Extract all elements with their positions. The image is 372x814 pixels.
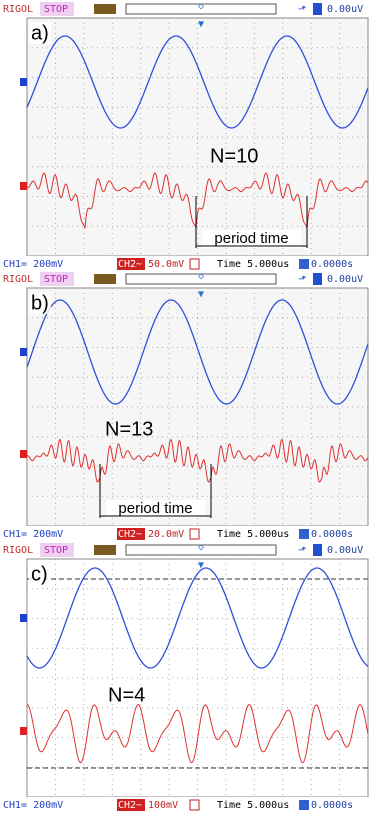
n-label: N=10 (210, 145, 258, 167)
period-label: period time (214, 230, 288, 247)
trigger-marker: ◇ (198, 271, 204, 282)
n-label: N=4 (108, 684, 145, 706)
timebase: Time 5.000us (217, 800, 289, 811)
ch1-scale: CH1= 200mV (3, 259, 63, 270)
trigger-ch (313, 273, 322, 285)
trigger-marker: ◇ (198, 542, 204, 553)
memory-icon (94, 545, 116, 555)
offset-icon (299, 800, 309, 810)
panel-label: a) (31, 22, 49, 44)
trigger-position: ▼ (198, 19, 204, 30)
timebase: Time 5.000us (217, 259, 289, 270)
trigger-level: 0.00uV (327, 4, 363, 15)
offset-icon (299, 529, 309, 539)
ch1-marker (20, 614, 27, 622)
scope-screen: RIGOL STOP ◇ ⬏ 0.00uV ▼ a) N=10 period time CH1= … (0, 0, 372, 271)
ch2-marker (20, 450, 27, 458)
period-label: period time (118, 500, 192, 517)
status: STOP (44, 4, 68, 15)
memory-icon (94, 274, 116, 284)
trigger-ch (313, 3, 322, 15)
brand: RIGOL (3, 274, 33, 285)
ch2-marker (20, 182, 27, 190)
ch2-scale: 100mV (148, 800, 178, 811)
trigger-marker: ◇ (198, 1, 204, 12)
timebase: Time 5.000us (217, 529, 289, 540)
ch1-marker (20, 78, 27, 86)
ch2-name: CH2~ (118, 529, 142, 540)
ch1-scale: CH1= 200mV (3, 800, 63, 811)
status: STOP (44, 274, 68, 285)
panel-label: c) (31, 563, 48, 585)
ch2-scale: 20.0mV (148, 529, 184, 540)
scope-screen: RIGOL STOP ◇ ⬏ 0.00uV ▼ b) N=13 period time CH1= … (0, 270, 372, 541)
memory-icon (94, 4, 116, 14)
trigger-level: 0.00uV (327, 274, 363, 285)
trigger-edge: ⬏ (298, 4, 306, 15)
status: STOP (44, 545, 68, 556)
brand: RIGOL (3, 4, 33, 15)
ch1-scale: CH1= 200mV (3, 529, 63, 540)
panel-label: b) (31, 292, 49, 314)
trigger-edge: ⬏ (298, 545, 306, 556)
trigger-level: 0.00uV (327, 545, 363, 556)
offset: 0.0000s (311, 800, 353, 811)
trigger-position: ▼ (198, 289, 204, 300)
ch2-name: CH2~ (118, 800, 142, 811)
ch2-marker (20, 727, 27, 735)
ch1-marker (20, 348, 27, 356)
ch2-name: CH2~ (118, 259, 142, 270)
trigger-edge: ⬏ (298, 274, 306, 285)
figure: RIGOL STOP ◇ ⬏ 0.00uV ▼ a) N=10 period time CH1= … (0, 0, 372, 814)
brand: RIGOL (3, 545, 33, 556)
offset-icon (299, 259, 309, 269)
ch2-scale: 50.0mV (148, 259, 184, 270)
n-label: N=13 (105, 418, 153, 440)
offset: 0.0000s (311, 529, 353, 540)
trigger-ch (313, 544, 322, 556)
offset: 0.0000s (311, 259, 353, 270)
